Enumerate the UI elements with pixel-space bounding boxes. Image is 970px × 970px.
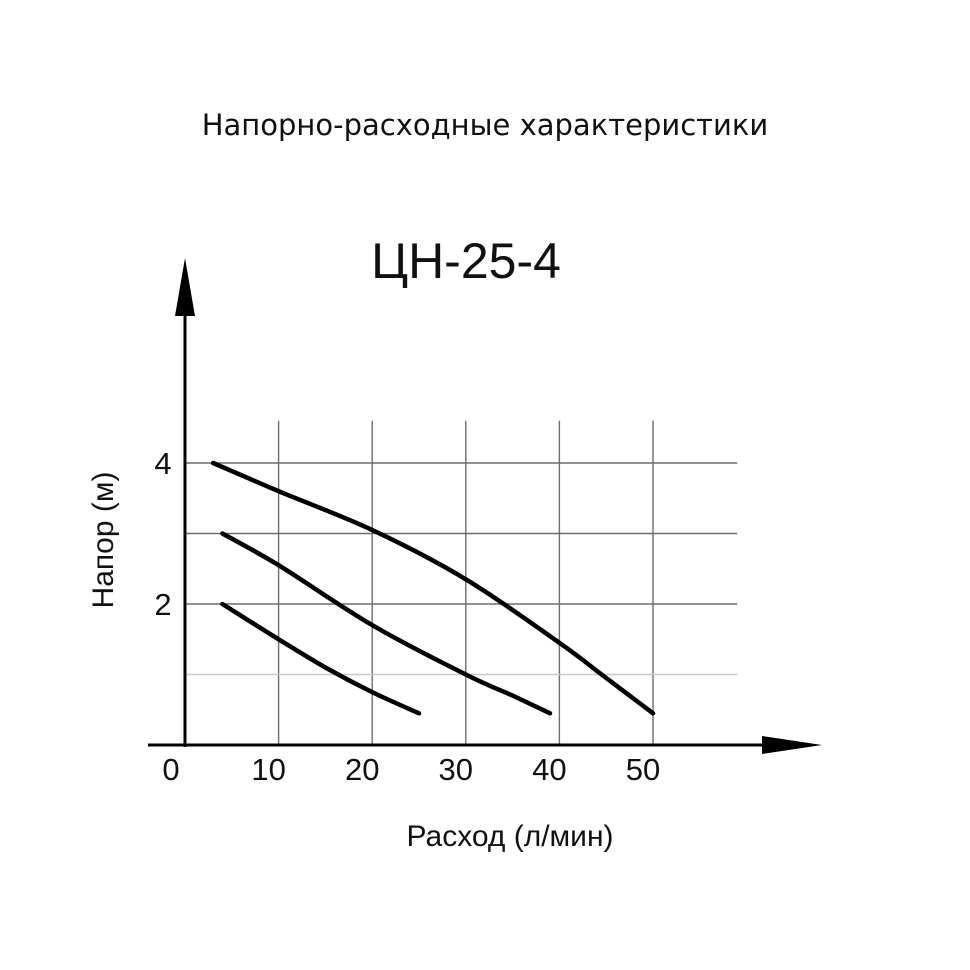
y-axis-title: Напор (м) — [87, 472, 120, 609]
grid — [185, 420, 738, 745]
tick-labels: 0 10 20 30 40 50 2 4 — [154, 446, 660, 787]
chart-caption: Напорно-расходные характеристики — [202, 108, 769, 142]
pump-curve-3 — [210, 460, 656, 716]
y-axis-arrowhead — [175, 258, 195, 316]
y-tick-label-2: 2 — [154, 587, 171, 622]
x-tick-label-10: 10 — [251, 752, 285, 787]
y-tick-label-4: 4 — [154, 446, 171, 481]
axes — [148, 258, 822, 754]
pump-curve-2 — [220, 531, 553, 716]
chart-title: ЦН-25-4 — [371, 233, 561, 289]
x-tick-label-40: 40 — [532, 752, 566, 787]
x-tick-label-30: 30 — [439, 752, 473, 787]
x-axis-arrowhead — [762, 736, 822, 754]
x-axis-title: Расход (л/мин) — [407, 820, 614, 853]
x-tick-label-50: 50 — [626, 752, 660, 787]
x-tick-label-20: 20 — [345, 752, 379, 787]
pump-curve-1 — [220, 601, 422, 716]
head-flow-curves — [210, 460, 656, 716]
x-tick-label-0: 0 — [162, 752, 179, 787]
